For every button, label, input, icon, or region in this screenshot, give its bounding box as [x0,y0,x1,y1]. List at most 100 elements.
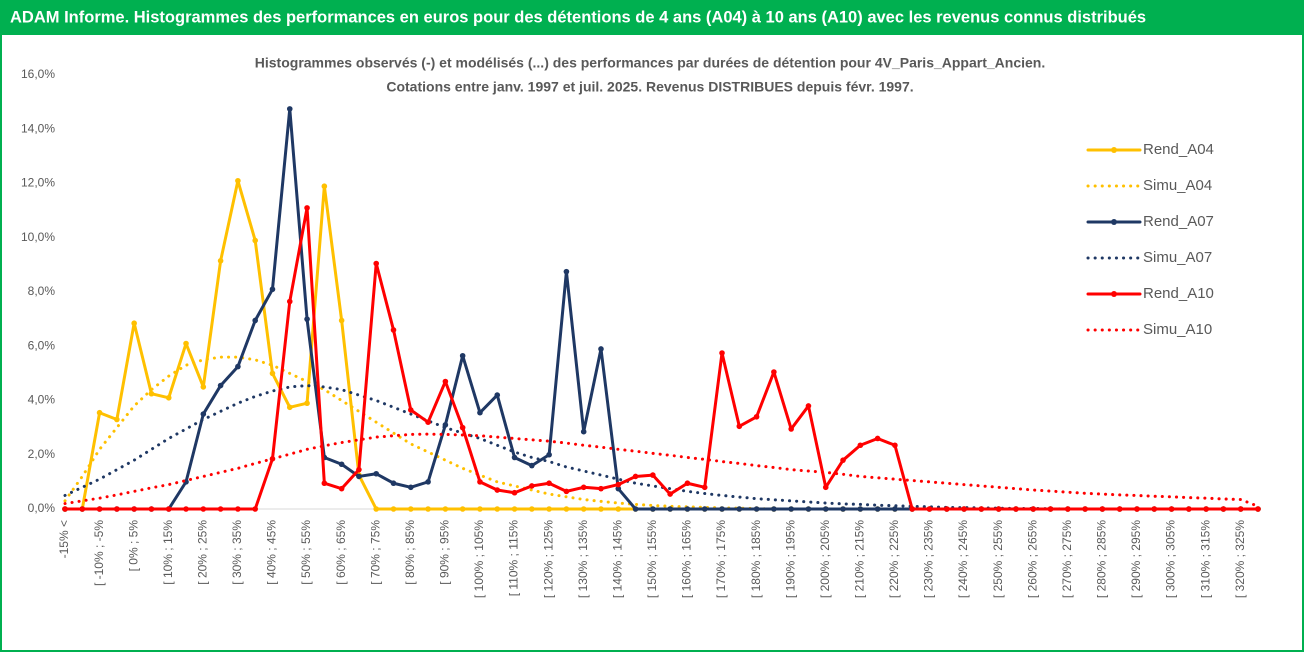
point [235,506,241,512]
x-tick-label: [ 80% ; 85% [403,520,417,585]
x-tick-label: [ 160% ; 165% [680,520,694,598]
point [235,363,241,370]
point [719,350,725,356]
point [390,480,397,487]
point [840,457,846,463]
point [114,416,120,423]
point [304,316,310,322]
point [304,205,310,211]
point [580,484,587,491]
point [459,352,466,359]
x-tick-label: [ 30% ; 35% [230,520,244,585]
point [788,506,794,512]
x-tick-label: [ 70% ; 75% [368,520,382,585]
point [407,484,414,491]
x-tick-label: [ 190% ; 195% [783,520,797,598]
x-tick-label: [ 200% ; 205% [818,520,832,598]
point [459,506,466,512]
x-tick-label: [ 90% ; 95% [438,520,452,585]
point [943,506,950,512]
point [805,506,812,512]
point [1237,506,1244,512]
point [1082,506,1088,512]
point [1116,506,1123,512]
point [165,506,172,512]
y-tick-label: 0,0% [28,501,56,515]
x-tick-label: [ 170% ; 175% [714,520,728,598]
legend-label: Simu_A07 [1143,249,1212,266]
point [183,340,189,347]
point [321,480,328,487]
x-tick-label: [ 280% ; 285% [1095,520,1109,598]
point [338,461,345,468]
point [96,409,103,416]
point [131,506,137,512]
point [511,506,518,512]
point [200,506,207,512]
point [771,369,777,375]
point [511,454,518,461]
y-tick-label: 2,0% [28,447,56,461]
point [1168,506,1175,512]
y-tick-label: 16,0% [21,67,55,81]
point [580,428,587,435]
x-tick-label: [ 20% ; 25% [195,520,209,585]
banner [0,0,1304,35]
point [615,485,622,492]
point [563,506,570,512]
point [252,237,258,244]
point [650,506,656,512]
x-tick-label: [ 260% ; 265% [1025,520,1039,598]
point [580,506,587,512]
point [131,320,137,326]
x-tick-label: [ 130% ; 135% [576,520,590,598]
point [269,286,276,293]
point [840,506,846,512]
point [165,394,172,401]
legend-label: Rend_A07 [1143,213,1214,230]
point [1186,506,1192,512]
point [1013,506,1019,512]
x-tick-label: [ -10% ; -5% [92,520,106,586]
point [114,506,120,512]
point [650,472,656,478]
legend-label: Rend_A04 [1143,141,1214,158]
point [425,419,431,426]
x-tick-label: [ 50% ; 55% [299,520,313,585]
point [546,506,552,512]
chart-subtitle: Histogrammes observés (-) et modélisés (… [255,55,1045,71]
point [788,426,794,432]
point [753,506,760,512]
point [79,506,86,512]
point [632,506,639,512]
legend-label: Simu_A04 [1143,177,1212,194]
point [373,506,380,512]
point [477,479,483,485]
point [701,484,708,491]
x-tick-label: [ 230% ; 235% [922,520,936,598]
point [1065,506,1071,512]
x-tick-label: [ 110% ; 115% [507,520,521,597]
point [719,506,725,512]
point [338,317,345,324]
point [321,183,328,190]
x-tick-label: -15% < [57,520,71,558]
point [494,506,501,512]
point [407,506,414,512]
point [822,506,829,512]
point [529,483,535,489]
point [615,506,622,512]
point [390,506,397,512]
point [304,400,310,407]
point [1151,506,1158,512]
x-tick-label: [ 300% ; 305% [1164,520,1178,598]
legend-marker [1111,147,1117,153]
point [217,506,224,512]
point [477,409,483,416]
point [494,487,501,493]
point [1255,506,1261,512]
point [857,442,864,449]
point [286,298,293,305]
